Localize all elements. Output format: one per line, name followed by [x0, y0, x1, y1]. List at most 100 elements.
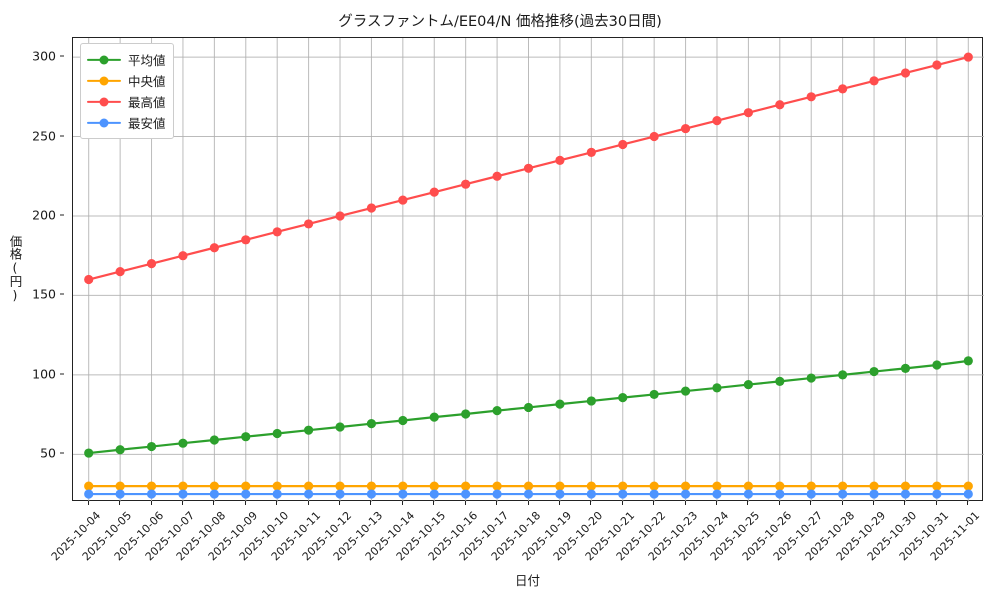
- x-tick-mark: [558, 501, 560, 505]
- x-tick-mark: [181, 501, 183, 505]
- series-3: [84, 52, 973, 285]
- x-tick-mark: [119, 501, 121, 505]
- data-point: [618, 139, 628, 150]
- data-point: [963, 481, 973, 491]
- data-point: [555, 489, 565, 499]
- data-point: [115, 445, 125, 455]
- data-point: [743, 481, 754, 491]
- x-tick-mark: [684, 501, 686, 505]
- data-point: [146, 489, 157, 499]
- data-point: [932, 489, 942, 499]
- x-tick-mark: [401, 501, 403, 505]
- data-point: [649, 389, 659, 400]
- data-point: [555, 155, 565, 165]
- y-tick-label: 50: [40, 445, 56, 461]
- y-axis-label-text: 価格(円): [7, 235, 23, 303]
- x-tick-mark: [339, 501, 341, 505]
- data-point: [963, 489, 973, 499]
- data-point: [178, 438, 188, 448]
- data-point: [429, 489, 439, 499]
- data-point: [523, 402, 534, 413]
- x-tick-mark: [496, 501, 498, 505]
- data-point: [272, 481, 282, 491]
- data-point: [146, 441, 157, 452]
- data-point: [586, 396, 596, 406]
- data-point: [932, 481, 942, 491]
- y-tick-mark: [60, 55, 64, 57]
- vertical-gridlines: [88, 38, 969, 502]
- data-point: [115, 489, 125, 499]
- data-point: [680, 481, 691, 491]
- data-point: [618, 393, 628, 403]
- data-point: [775, 100, 785, 110]
- legend-label: 最安値: [128, 116, 166, 131]
- data-point: [838, 481, 848, 491]
- x-tick-mark: [653, 501, 655, 505]
- data-point: [586, 481, 596, 491]
- data-point: [712, 383, 722, 393]
- data-point: [398, 489, 408, 499]
- data-point: [84, 448, 94, 458]
- legend-dot-icon: [99, 55, 109, 64]
- data-point: [209, 435, 219, 445]
- data-point: [649, 131, 659, 142]
- data-point: [618, 481, 628, 491]
- data-point: [398, 195, 408, 205]
- legend-marker-icon: [87, 53, 121, 67]
- data-point: [272, 227, 282, 237]
- data-point: [712, 116, 722, 126]
- data-point: [649, 481, 659, 491]
- x-tick-mark: [621, 501, 623, 505]
- legend-marker-icon: [87, 116, 121, 130]
- data-point: [618, 489, 628, 499]
- data-point: [712, 481, 722, 491]
- plot-area: [72, 37, 984, 502]
- y-axis-ticks: 50 100 150 200 250 300: [0, 37, 64, 501]
- data-point: [523, 489, 534, 499]
- data-point: [963, 356, 973, 366]
- legend-item-3[interactable]: 最高値: [87, 91, 166, 112]
- legend-label: 平均値: [128, 53, 166, 68]
- data-point: [932, 360, 942, 370]
- data-point: [366, 481, 377, 491]
- y-tick-mark: [60, 135, 64, 137]
- data-point: [523, 163, 534, 173]
- data-point: [523, 481, 534, 491]
- x-tick-mark: [527, 501, 529, 505]
- y-tick-mark: [60, 452, 64, 454]
- legend-label: 中央値: [128, 74, 166, 89]
- data-point: [932, 60, 942, 70]
- data-point: [84, 489, 94, 499]
- data-point: [838, 84, 848, 94]
- data-point: [775, 489, 785, 499]
- x-tick-mark: [464, 501, 466, 505]
- data-point: [869, 489, 879, 499]
- y-tick-label: 100: [32, 366, 56, 382]
- legend-item-4[interactable]: 最安値: [87, 112, 166, 133]
- data-point: [178, 489, 188, 499]
- x-tick-mark: [967, 501, 969, 505]
- legend-item-1[interactable]: 平均値: [87, 49, 166, 70]
- data-point: [335, 481, 345, 491]
- plot-svg: [73, 38, 984, 502]
- data-point: [586, 147, 596, 158]
- legend-dot-icon: [99, 76, 109, 85]
- y-tick-label: 150: [32, 286, 56, 302]
- legend-item-2[interactable]: 中央値: [87, 70, 166, 91]
- x-tick-mark: [778, 501, 780, 505]
- data-point: [838, 370, 848, 380]
- x-tick-mark: [433, 501, 435, 505]
- data-point: [712, 489, 722, 499]
- data-point: [84, 274, 94, 285]
- legend-marker-icon: [87, 95, 121, 109]
- x-tick-mark: [276, 501, 278, 505]
- x-axis-label: 日付: [514, 573, 540, 588]
- legend-dot-icon: [99, 118, 109, 127]
- data-point: [900, 481, 911, 491]
- legend-marker-icon: [87, 74, 121, 88]
- data-point: [806, 481, 816, 491]
- data-point: [492, 489, 502, 499]
- data-point: [555, 399, 565, 409]
- data-point: [241, 432, 251, 442]
